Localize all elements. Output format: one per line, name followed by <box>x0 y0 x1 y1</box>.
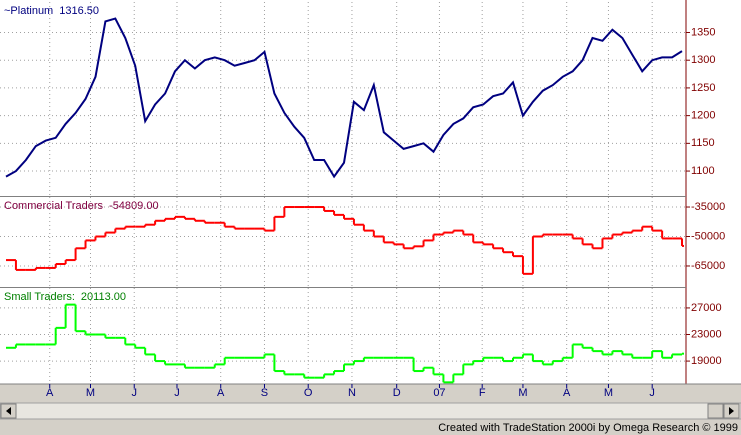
x-tick-label: M <box>518 387 527 399</box>
y-tick-label: 1350 <box>691 26 715 38</box>
x-tick-label: M <box>604 387 613 399</box>
x-tick-label: A <box>217 387 225 399</box>
y-tick-label: 1250 <box>691 82 715 94</box>
y-tick-label: 27000 <box>691 302 722 314</box>
x-tick-label: A <box>46 387 54 399</box>
x-tick-label: D <box>393 387 401 399</box>
series-last-value: -54809.00 <box>109 200 159 212</box>
footer: Created with TradeStation 2000i by Omega… <box>438 422 738 434</box>
scroll-thumb[interactable] <box>707 403 724 419</box>
scrollbar[interactable] <box>0 402 741 420</box>
plot-area <box>0 0 741 384</box>
x-tick-label: 07 <box>433 387 445 399</box>
scroll-track <box>0 402 741 420</box>
y-tick-label: 1300 <box>691 54 715 66</box>
x-tick-label: S <box>261 387 268 399</box>
y-tick-label: 19000 <box>691 355 722 367</box>
arrow-right <box>729 407 734 415</box>
arrow-left <box>6 407 11 415</box>
x-tick-label: N <box>348 387 356 399</box>
series-last-value: 20113.00 <box>81 291 126 303</box>
series-last-value: 1316.50 <box>59 5 99 17</box>
series-label: ~Platinum <box>4 5 53 17</box>
series-label: Small Traders: <box>4 291 75 303</box>
series-label: Commercial Traders <box>4 200 104 212</box>
y-tick-label: -35000 <box>691 201 725 213</box>
y-tick-label: -65000 <box>691 260 725 272</box>
y-tick-label: 1150 <box>691 137 715 149</box>
x-tick-label: J <box>174 387 180 399</box>
x-tick-label: J <box>131 387 137 399</box>
y-tick-label: 1100 <box>691 165 715 177</box>
x-tick-label: J <box>649 387 655 399</box>
price-line <box>5 17 683 179</box>
x-tick-label: F <box>479 387 486 399</box>
x-tick-label: M <box>86 387 95 399</box>
x-tick-label: O <box>304 387 313 399</box>
x-tick-label: A <box>563 387 571 399</box>
y-tick-label: 1200 <box>691 110 715 122</box>
y-tick-label: 23000 <box>691 328 722 340</box>
y-tick-label: -50000 <box>691 230 725 242</box>
